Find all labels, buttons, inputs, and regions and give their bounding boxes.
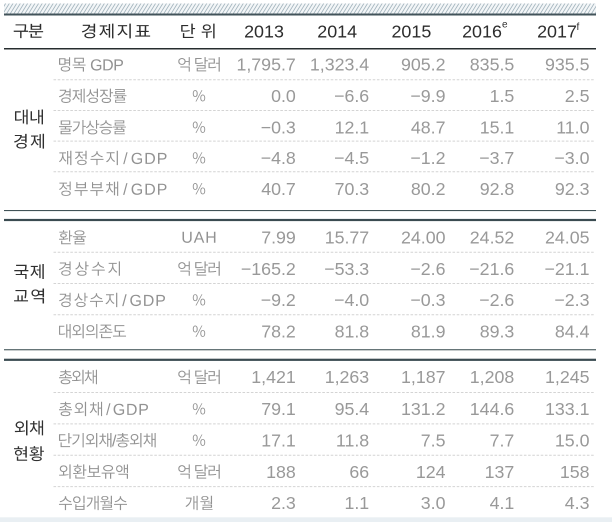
- svg-text:1,421: 1,421: [251, 367, 296, 387]
- svg-text:92.3: 92.3: [555, 179, 590, 199]
- svg-text:−0.3: −0.3: [410, 290, 445, 310]
- svg-text:−4.8: −4.8: [261, 148, 296, 168]
- svg-text:e: e: [502, 20, 508, 31]
- svg-text:15.0: 15.0: [555, 430, 590, 450]
- svg-text:92.8: 92.8: [480, 179, 515, 199]
- svg-text:124: 124: [416, 462, 446, 482]
- svg-text:12.1: 12.1: [335, 117, 370, 137]
- svg-text:2.5: 2.5: [565, 86, 590, 106]
- svg-text:905.2: 905.2: [401, 55, 446, 75]
- svg-text:81.8: 81.8: [335, 321, 370, 341]
- svg-text:1,187: 1,187: [401, 367, 446, 387]
- svg-text:2015: 2015: [391, 22, 431, 42]
- svg-text:144.6: 144.6: [470, 399, 515, 419]
- svg-text:−21.1: −21.1: [545, 259, 590, 279]
- svg-text:f: f: [577, 22, 580, 33]
- svg-text:66: 66: [349, 462, 369, 482]
- svg-text:7.5: 7.5: [421, 430, 446, 450]
- svg-text:1,208: 1,208: [470, 367, 515, 387]
- svg-text:4.1: 4.1: [490, 493, 515, 513]
- svg-text:137: 137: [485, 462, 515, 482]
- svg-text:2017: 2017: [537, 22, 577, 42]
- svg-text:1,323.4: 1,323.4: [310, 55, 369, 75]
- svg-text:1.1: 1.1: [344, 493, 369, 513]
- svg-text:−3.0: −3.0: [554, 148, 589, 168]
- svg-text:24.00: 24.00: [401, 228, 446, 248]
- svg-text:15.77: 15.77: [325, 228, 370, 248]
- svg-text:−6.6: −6.6: [334, 86, 369, 106]
- svg-text:84.4: 84.4: [555, 321, 590, 341]
- svg-text:−1.2: −1.2: [410, 148, 445, 168]
- svg-text:2.3: 2.3: [271, 493, 296, 513]
- svg-text:11.0: 11.0: [556, 117, 589, 137]
- svg-text:40.7: 40.7: [261, 179, 296, 199]
- svg-text:1,795.7: 1,795.7: [236, 55, 295, 75]
- svg-text:24.05: 24.05: [545, 228, 590, 248]
- svg-text:−4.0: −4.0: [334, 290, 369, 310]
- svg-text:4.3: 4.3: [565, 493, 590, 513]
- svg-text:131.2: 131.2: [401, 399, 446, 419]
- svg-text:95.4: 95.4: [335, 399, 370, 419]
- svg-text:935.5: 935.5: [545, 55, 590, 75]
- svg-text:78.2: 78.2: [261, 321, 296, 341]
- svg-text:79.1: 79.1: [261, 399, 296, 419]
- svg-text:7.7: 7.7: [490, 430, 515, 450]
- svg-text:−21.6: −21.6: [469, 259, 514, 279]
- svg-text:−2.3: −2.3: [554, 290, 589, 310]
- svg-text:−9.2: −9.2: [261, 290, 296, 310]
- svg-text:11.8: 11.8: [336, 430, 369, 450]
- svg-text:−165.2: −165.2: [241, 259, 296, 279]
- svg-text:−3.7: −3.7: [479, 148, 514, 168]
- svg-text:2016: 2016: [462, 22, 502, 42]
- svg-text:70.3: 70.3: [335, 179, 370, 199]
- svg-text:1,263: 1,263: [325, 367, 370, 387]
- svg-text:0.0: 0.0: [271, 86, 296, 106]
- svg-text:1,245: 1,245: [545, 367, 590, 387]
- svg-text:48.7: 48.7: [411, 117, 446, 137]
- svg-text:80.2: 80.2: [411, 179, 446, 199]
- svg-text:188: 188: [266, 462, 296, 482]
- svg-text:17.1: 17.1: [261, 430, 296, 450]
- svg-text:835.5: 835.5: [470, 55, 515, 75]
- svg-text:1.5: 1.5: [490, 86, 515, 106]
- svg-text:−9.9: −9.9: [410, 86, 445, 106]
- svg-text:2013: 2013: [244, 22, 284, 42]
- svg-text:81.9: 81.9: [411, 321, 446, 341]
- svg-text:−2.6: −2.6: [479, 290, 514, 310]
- svg-text:7.99: 7.99: [261, 228, 296, 248]
- svg-text:−53.3: −53.3: [324, 259, 369, 279]
- svg-text:−2.6: −2.6: [410, 259, 445, 279]
- svg-text:89.3: 89.3: [480, 321, 515, 341]
- svg-text:−4.5: −4.5: [334, 148, 369, 168]
- svg-text:2014: 2014: [317, 22, 357, 42]
- svg-text:−0.3: −0.3: [261, 117, 296, 137]
- svg-text:158: 158: [560, 462, 590, 482]
- svg-text:15.1: 15.1: [480, 117, 515, 137]
- svg-text:3.0: 3.0: [421, 493, 446, 513]
- svg-text:24.52: 24.52: [470, 228, 515, 248]
- svg-text:133.1: 133.1: [545, 399, 590, 419]
